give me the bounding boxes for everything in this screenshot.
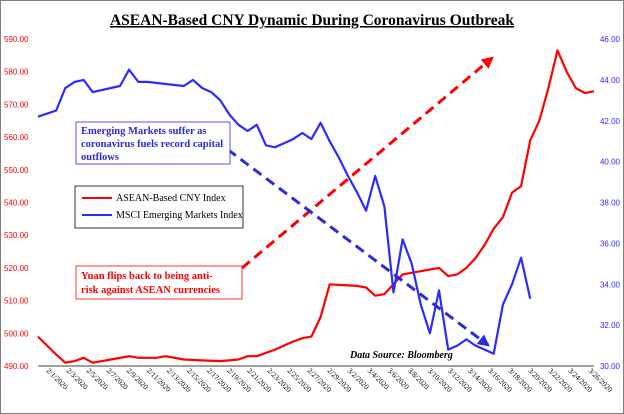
left-tick-label: 550.00 <box>4 166 29 175</box>
annotation-box-blue <box>75 121 231 165</box>
right-tick-label: 42.00 <box>600 117 621 126</box>
right-tick-label: 44.00 <box>600 76 621 85</box>
series-line-msci-em <box>37 68 532 355</box>
left-tick-label: 530.00 <box>4 231 29 240</box>
x-axis: 2/1/20202/3/20202/5/20202/7/20202/9/2020… <box>45 366 615 394</box>
series-layer <box>37 49 595 364</box>
right-tick-label: 30.00 <box>600 362 621 371</box>
right-tick-label: 32.00 <box>600 321 621 330</box>
right-tick-label: 36.00 <box>600 239 621 248</box>
annotation-yuan: Yuan flips back to being anti- risk agai… <box>75 265 243 300</box>
blue-trend-arrow <box>214 138 490 347</box>
right-y-axis: 30.00 32.00 34.00 36.00 38.00 40.00 42.00 44.00… <box>600 35 621 371</box>
annotation-blue-line-1: Emerging Markets suffer as <box>81 126 207 137</box>
annotation-red-line-2: risk against ASEAN currencies <box>81 285 220 296</box>
left-tick-label: 520.00 <box>4 264 29 273</box>
annotation-blue-line-2: coronavirus fuels record capital <box>81 139 223 150</box>
legend: ASEAN-Based CNY Index MSCI Emerging Mark… <box>74 185 244 229</box>
right-tick-label: 40.00 <box>600 158 621 167</box>
legend-box <box>74 185 244 229</box>
chart-title: ASEAN-Based CNY Dynamic During Coronavir… <box>110 12 514 29</box>
annotation-box-red <box>75 265 243 300</box>
left-tick-label: 540.00 <box>4 199 29 208</box>
right-tick-label: 46.00 <box>600 35 621 44</box>
left-tick-label: 580.00 <box>4 68 29 77</box>
left-tick-label: 500.00 <box>4 329 29 338</box>
left-y-axis: 490.00 500.00 510.00 520.00 530.00 540.00 550.… <box>4 35 29 371</box>
annotation-emerging-markets: Emerging Markets suffer as coronavirus f… <box>75 121 231 165</box>
red-trend-arrow <box>241 56 494 270</box>
left-tick-label: 570.00 <box>4 100 29 109</box>
data-source-note: Data Source: Bloomberg <box>349 350 453 361</box>
right-tick-label: 34.00 <box>600 280 621 289</box>
right-tick-label: 38.00 <box>600 199 621 208</box>
left-tick-label: 590.00 <box>4 35 29 44</box>
legend-label-msci: MSCI Emerging Markets Index <box>116 210 243 221</box>
left-tick-label: 560.00 <box>4 133 29 142</box>
left-tick-label: 490.00 <box>4 362 29 371</box>
annotation-red-line-1: Yuan flips back to being anti- <box>81 271 213 282</box>
annotation-blue-line-3: outflows <box>81 152 119 163</box>
left-tick-label: 510.00 <box>4 297 29 306</box>
series-line-asean-cny <box>37 49 595 364</box>
legend-label-cny: ASEAN-Based CNY Index <box>116 193 226 204</box>
